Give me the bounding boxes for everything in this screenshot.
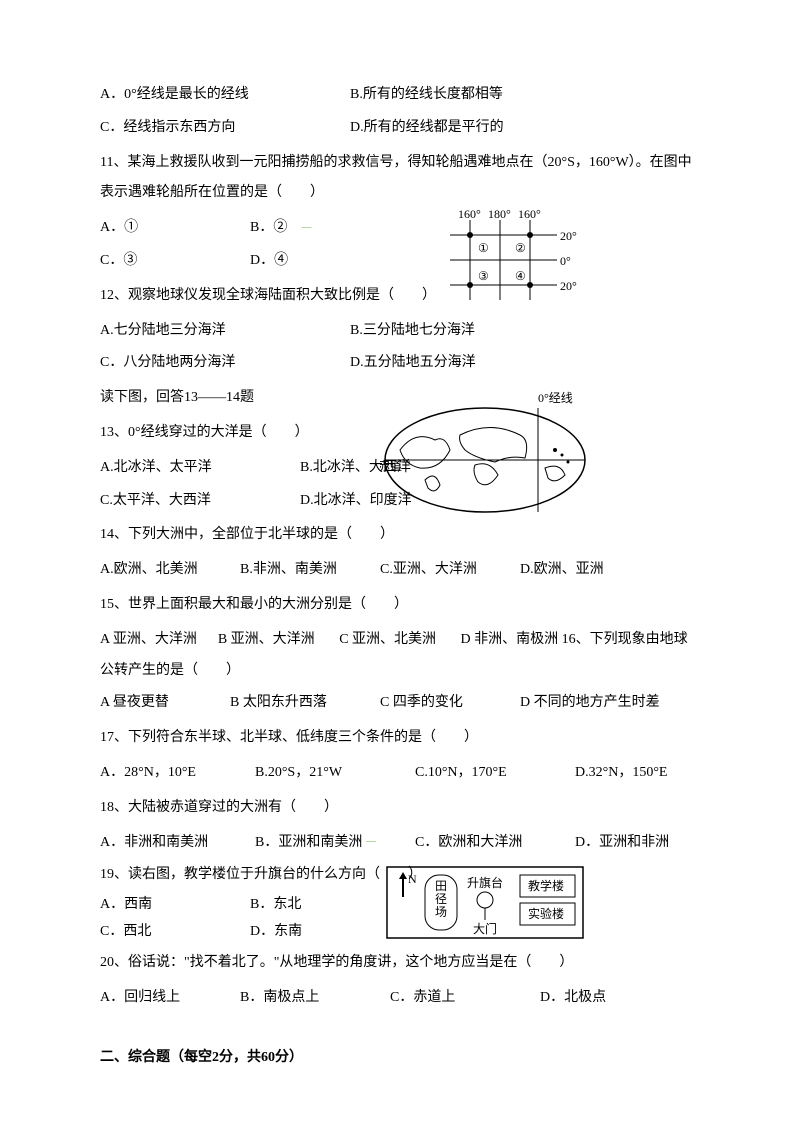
lat-3: 20°: [560, 279, 577, 293]
q20-opt-c: C．赤道上: [390, 983, 540, 1014]
q10-opt-a: A．0°经线是最长的经线: [100, 80, 350, 111]
q12-opt-c: C．八分陆地两分海洋: [100, 348, 350, 379]
q18-opt-a: A．非洲和南美洲: [100, 828, 255, 859]
school-diagram: N 田 径 场 升旗台 大门 教学楼 实验楼: [385, 865, 585, 953]
q11-opt-c: C．③: [100, 246, 250, 277]
q10-opt-b: B.所有的经线长度都相等: [350, 80, 503, 111]
lon-1: 160°: [458, 210, 481, 221]
mark-3: ③: [478, 269, 489, 283]
prime-meridian-label: 0°经线: [538, 391, 573, 405]
q18-opt-b: B．亚洲和南美洲 —: [255, 828, 415, 859]
grid-svg: 160° 180° 160° 20° 0° 20° ① ② ③ ④: [420, 210, 590, 310]
q18-opts: A．非洲和南美洲 B．亚洲和南美洲 — C．欧洲和大洋洲 D．亚洲和非洲: [100, 828, 700, 859]
q11-text: 11、某海上救援队收到一元阳捕捞船的求救信号，得知轮船遇难地点在（20°S，16…: [100, 148, 700, 210]
mark-4: ④: [515, 269, 526, 283]
q19-opt-a: A．西南: [100, 892, 250, 917]
q20-opt-a: A．回归线上: [100, 983, 240, 1014]
q10-opt-d: D.所有的经线都是平行的: [350, 113, 504, 144]
lon-2: 180°: [488, 210, 511, 221]
q18-opt-c: C．欧洲和大洋洲: [415, 828, 575, 859]
track-label-1: 田: [435, 879, 447, 893]
q20-opt-d: D．北极点: [540, 983, 606, 1014]
lat-2: 0°: [560, 254, 571, 268]
q11-row-1: A．① B．② —: [100, 213, 700, 244]
q19-opt-c: C．西北: [100, 919, 250, 944]
flag-label: 升旗台: [467, 875, 503, 890]
mark-1: ①: [478, 241, 489, 255]
gate-label: 大门: [473, 921, 497, 936]
q18-opt-d: D．亚洲和非洲: [575, 828, 669, 859]
q20-opt-b: B．南极点上: [240, 983, 390, 1014]
q17-opt-d: D.32°N，150°E: [575, 758, 667, 789]
q19-opt-b: B．东北: [250, 892, 400, 917]
lon-3: 160°: [518, 210, 541, 221]
teaching-label: 教学楼: [528, 878, 564, 893]
q19-opt-d: D．东南: [250, 919, 400, 944]
q11-opt-a: A．①: [100, 213, 250, 244]
q13-opt-c: C.太平洋、大西洋: [100, 486, 300, 517]
q16-opt-b: B 太阳东升西落: [230, 688, 380, 719]
green-dash-icon-2: —: [366, 831, 376, 853]
grid-diagram: 160° 180° 160° 20° 0° 20° ① ② ③ ④: [420, 210, 590, 323]
q12-text: 12、观察地球仪发现全球海陆面积大致比例是（ ）: [100, 281, 700, 312]
q12-opt-d: D.五分陆地五分海洋: [350, 348, 476, 379]
q11-row-2: C．③ D．④: [100, 246, 700, 277]
q17-opt-c: C.10°N，170°E: [415, 758, 575, 789]
q17-text: 17、下列符合东半球、北半球、低纬度三个条件的是（ ）: [100, 723, 700, 754]
q15-opts-row: A 亚洲、大洋洲 B 亚洲、大洋洲 C 亚洲、北美洲 D 非洲、南极洲 16、下…: [100, 625, 700, 687]
q15-opt-c: C 亚洲、北美洲: [339, 632, 436, 647]
q14-opt-c: C.亚洲、大洋洲: [380, 555, 520, 586]
q12-row-2: C．八分陆地两分海洋 D.五分陆地五分海洋: [100, 348, 700, 379]
mark-2: ②: [515, 241, 526, 255]
world-diagram: 0°经线 赤道: [380, 390, 600, 533]
q14-opt-a: A.欧洲、北美洲: [100, 555, 240, 586]
q10-opt-c: C．经线指示东西方向: [100, 113, 350, 144]
section-2-title: 二、综合题（每空2分，共60分）: [100, 1043, 700, 1074]
q11-opt-b: B．② —: [250, 213, 400, 244]
q15-text: 15、世界上面积最大和最小的大洲分别是（ ）: [100, 590, 700, 621]
q14-opt-d: D.欧洲、亚洲: [520, 555, 604, 586]
q17-opts: A．28°N，10°E B.20°S，21°W C.10°N，170°E D.3…: [100, 758, 700, 789]
q17-opt-a: A．28°N，10°E: [100, 758, 255, 789]
q13-opt-a: A.北冰洋、太平洋: [100, 453, 300, 484]
exam-page: A．0°经线是最长的经线 B.所有的经线长度都相等 C．经线指示东西方向 D.所…: [100, 80, 700, 1074]
q10-row-1: A．0°经线是最长的经线 B.所有的经线长度都相等: [100, 80, 700, 111]
school-svg: N 田 径 场 升旗台 大门 教学楼 实验楼: [385, 865, 585, 940]
q14-opts: A.欧洲、北美洲 B.非洲、南美洲 C.亚洲、大洋洲 D.欧洲、亚洲: [100, 555, 700, 586]
q12-row-1: A.七分陆地三分海洋 B.三分陆地七分海洋: [100, 316, 700, 347]
green-dash-icon: —: [301, 217, 311, 239]
q11-opt-d: D．④: [250, 246, 400, 277]
q16-opt-a: A 昼夜更替: [100, 688, 230, 719]
track-label-3: 场: [435, 905, 447, 919]
q16-opt-c: C 四季的变化: [380, 688, 520, 719]
q17-opt-b: B.20°S，21°W: [255, 758, 415, 789]
world-svg: 0°经线 赤道: [380, 390, 600, 520]
lab-label: 实验楼: [528, 906, 564, 921]
q15-opt-a: A 亚洲、大洋洲: [100, 632, 197, 647]
q15-opt-b: B 亚洲、大洋洲: [218, 632, 315, 647]
q15-opt-d: D 非洲、南极洲: [461, 632, 559, 647]
q16-opts: A 昼夜更替 B 太阳东升西落 C 四季的变化 D 不同的地方产生时差: [100, 688, 700, 719]
q12-opt-a: A.七分陆地三分海洋: [100, 316, 350, 347]
q18-text: 18、大陆被赤道穿过的大洲有（ ）: [100, 793, 700, 824]
q16-opt-d: D 不同的地方产生时差: [520, 688, 660, 719]
north-label: N: [408, 872, 417, 886]
track-label-2: 径: [435, 892, 447, 906]
q20-opts: A．回归线上 B．南极点上 C．赤道上 D．北极点: [100, 983, 700, 1014]
lat-1: 20°: [560, 229, 577, 243]
q14-opt-b: B.非洲、南美洲: [240, 555, 380, 586]
equator-label: 赤道: [380, 459, 402, 473]
q10-row-2: C．经线指示东西方向 D.所有的经线都是平行的: [100, 113, 700, 144]
